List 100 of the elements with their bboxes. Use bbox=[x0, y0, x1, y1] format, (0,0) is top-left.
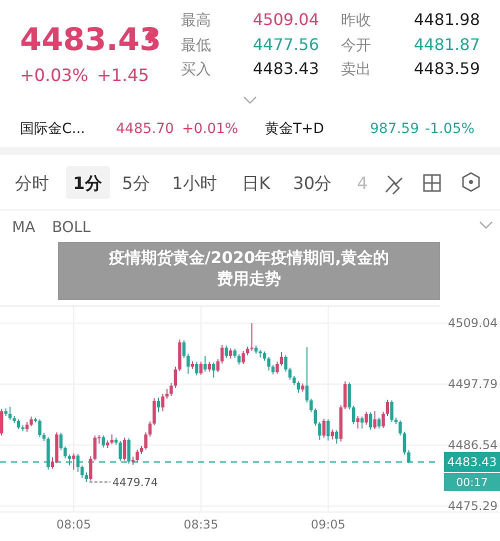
x-tick-label: 08:35 bbox=[184, 518, 218, 532]
text: 今开 bbox=[341, 36, 371, 54]
candlestick bbox=[348, 382, 351, 410]
candlestick bbox=[220, 344, 224, 364]
text: 最低 bbox=[181, 36, 211, 54]
candlestick bbox=[318, 422, 322, 440]
candlestick bbox=[368, 412, 372, 430]
x-tick-label: 09:05 bbox=[310, 518, 346, 532]
candlestick bbox=[102, 435, 105, 448]
candlestick bbox=[25, 422, 29, 432]
x-tick-label: 08:05 bbox=[56, 518, 91, 532]
candlestick bbox=[267, 356, 270, 372]
text: 分时 bbox=[15, 174, 49, 194]
text: BOLL bbox=[52, 218, 92, 236]
candlestick bbox=[377, 417, 381, 430]
candlestick bbox=[216, 358, 220, 373]
candlestick bbox=[136, 449, 139, 463]
candlestick bbox=[16, 418, 20, 430]
candlestick bbox=[72, 452, 76, 470]
candlestick bbox=[344, 380, 347, 410]
text: 4481.98 bbox=[414, 10, 480, 29]
candlestick bbox=[386, 399, 390, 417]
y-tick-label: 4486.54 bbox=[448, 438, 498, 452]
candlestick bbox=[390, 400, 394, 423]
text: +0.01% bbox=[182, 121, 238, 137]
text: 4477.56 bbox=[252, 35, 319, 54]
text: 30分 bbox=[293, 174, 332, 194]
candlestick bbox=[89, 456, 92, 482]
text: MA bbox=[12, 218, 36, 236]
candlestick bbox=[288, 367, 292, 380]
candlestick bbox=[242, 350, 245, 365]
text: 买入 bbox=[181, 60, 211, 78]
text: -1.05% bbox=[425, 121, 475, 137]
text: 4481.87 bbox=[414, 35, 480, 54]
text: 4483.43 bbox=[20, 22, 162, 58]
candlestick bbox=[80, 464, 84, 478]
candlestick bbox=[38, 418, 42, 438]
ref-line-label: 4483.43 bbox=[447, 455, 497, 470]
text: +1.45 bbox=[97, 66, 150, 86]
text: 日K bbox=[242, 174, 271, 194]
candlestick bbox=[310, 398, 313, 413]
y-tick-label: 4475.29 bbox=[448, 498, 498, 513]
candlestick bbox=[262, 351, 266, 362]
candlestick bbox=[204, 355, 207, 372]
candlestick bbox=[398, 420, 402, 436]
text: 4483.43 bbox=[252, 59, 319, 78]
candlestick bbox=[373, 410, 376, 430]
y-tick-label: 4509.04 bbox=[448, 316, 498, 330]
text: 国际金C... bbox=[20, 121, 86, 137]
text: 4 bbox=[357, 174, 368, 194]
candlestick bbox=[284, 354, 288, 372]
candlestick bbox=[118, 440, 122, 462]
candlestick bbox=[224, 345, 228, 359]
candlestick bbox=[195, 361, 198, 376]
candlestick bbox=[186, 353, 190, 374]
chart-title: 疫情期货黄金/2020年疫情期间,黄金的费用走势 bbox=[108, 248, 390, 288]
candlestick bbox=[122, 437, 126, 461]
text: 4485.70 bbox=[116, 121, 174, 137]
candlestick bbox=[360, 416, 364, 430]
candlestick bbox=[296, 380, 300, 394]
candlestick bbox=[292, 375, 296, 386]
candlestick bbox=[144, 432, 148, 450]
text: 黄金T+D bbox=[265, 121, 324, 137]
candlestick bbox=[356, 416, 360, 430]
candlestick bbox=[229, 348, 232, 360]
candlestick bbox=[0, 408, 4, 436]
candlestick bbox=[364, 411, 368, 426]
candlestick bbox=[271, 364, 275, 375]
candlestick bbox=[30, 416, 33, 427]
text: 4483.59 bbox=[414, 59, 480, 78]
candlestick bbox=[208, 361, 211, 372]
candlestick bbox=[250, 322, 254, 352]
annotation: 4479.74 bbox=[112, 476, 158, 489]
text: 987.59 bbox=[370, 121, 419, 137]
candlestick bbox=[314, 408, 318, 426]
candlestick bbox=[152, 398, 156, 426]
candlestick bbox=[199, 361, 203, 376]
candlestick bbox=[212, 362, 216, 378]
candlestick bbox=[280, 352, 284, 366]
text: 00:17 bbox=[456, 476, 488, 489]
candlestick bbox=[59, 432, 63, 451]
candlestick bbox=[148, 420, 152, 438]
candlestick bbox=[276, 361, 279, 374]
text: 昨收 bbox=[341, 11, 371, 29]
candlestick bbox=[402, 431, 406, 456]
candlestick bbox=[84, 472, 88, 482]
candlestick bbox=[335, 430, 338, 444]
candlestick bbox=[233, 348, 236, 359]
candlestick bbox=[174, 366, 178, 388]
text: 1分 bbox=[73, 174, 103, 194]
candlestick bbox=[305, 346, 309, 403]
candlestick bbox=[50, 456, 54, 470]
y-tick-label: 4497.79 bbox=[448, 376, 498, 391]
candlestick bbox=[156, 397, 160, 413]
text: 卖出 bbox=[341, 60, 371, 78]
candlestick bbox=[326, 418, 330, 441]
text: 5分 bbox=[122, 174, 150, 194]
text: +0.03% bbox=[20, 66, 88, 86]
candlestick bbox=[64, 446, 67, 459]
candlestick bbox=[170, 382, 173, 396]
